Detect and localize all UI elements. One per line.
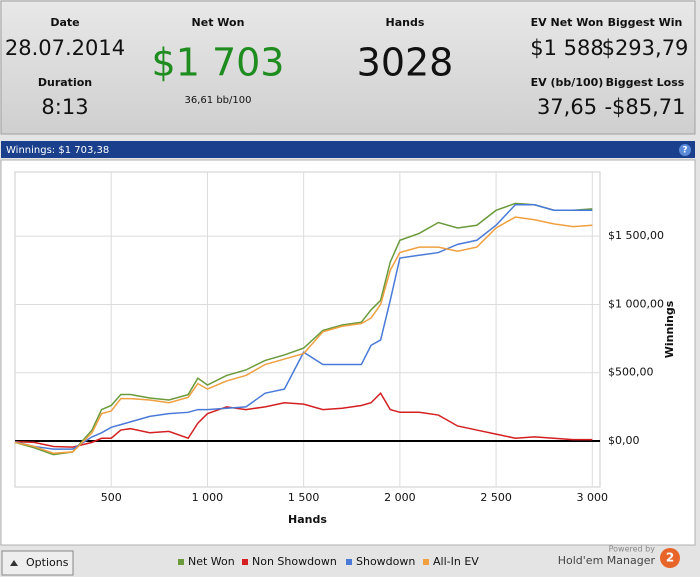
x-axis-label: Hands <box>288 513 327 526</box>
stat-sub: 36,61 bb/100 <box>185 95 252 106</box>
help-icon[interactable] <box>679 144 691 156</box>
y-tick-label: $500,00 <box>608 366 654 379</box>
stat-label: Biggest Loss <box>606 76 685 89</box>
x-tick-label: 2 000 <box>384 491 416 504</box>
stat-label: Biggest Win <box>608 16 683 29</box>
stat-value: 8:13 <box>41 95 88 119</box>
brand-badge-text: 2 <box>666 551 674 565</box>
y-tick-label: $1 000,00 <box>608 297 664 310</box>
legend-swatch <box>423 559 429 565</box>
plot: 500 1 000 1 500 2 000 2 500 3 000 $0,00 $500,00… <box>14 171 676 526</box>
brand: Hold'em Manager <box>558 554 656 567</box>
stat-label: Duration <box>38 76 92 89</box>
legend-swatch <box>242 559 248 565</box>
legend-label: Non Showdown <box>252 555 337 568</box>
stat-label: EV (bb/100) <box>531 76 604 89</box>
chart-title: Winnings: $1 703,38 <box>6 145 109 156</box>
options-label[interactable]: Options <box>26 556 69 569</box>
brand-badge <box>660 548 680 568</box>
series-line <box>14 204 593 450</box>
title-bar <box>1 141 695 158</box>
y-tick-label: $1 500,00 <box>608 229 664 242</box>
series-line <box>14 216 593 455</box>
legend-label: All-In EV <box>433 555 479 568</box>
stat-value: $1 703 <box>152 41 285 85</box>
stat-value: 28.07.2014 <box>5 36 125 60</box>
x-tick-label: 1 500 <box>288 491 320 504</box>
legend-swatch <box>178 559 184 565</box>
options-arrow[interactable] <box>10 560 18 566</box>
x-tick-label: 3 000 <box>577 491 609 504</box>
legend-swatch <box>346 559 352 565</box>
series-line <box>14 391 593 448</box>
x-tick-label: 2 500 <box>480 491 512 504</box>
stats-panel <box>0 0 696 135</box>
stat-label: Net Won <box>192 16 245 29</box>
legend-label: Showdown <box>356 555 415 568</box>
stat-value: $293,79 <box>602 36 689 60</box>
stat-value: $1 588 <box>530 36 603 60</box>
stat-value: 37,65 <box>537 95 597 119</box>
stat-value: -$85,71 <box>604 95 685 119</box>
y-tick-label: $0,00 <box>608 434 640 447</box>
stat-value: 3028 <box>357 41 454 85</box>
stat-label: Hands <box>386 16 425 29</box>
y-axis-label: Winnings <box>663 300 676 358</box>
powered-by: Powered by <box>609 545 656 554</box>
legend-label: Net Won <box>188 555 235 568</box>
stat-label: EV Net Won <box>531 16 604 29</box>
x-tick-label: 500 <box>101 491 122 504</box>
stat-label: Date <box>50 16 79 29</box>
help-text[interactable]: ? <box>682 146 687 156</box>
series-line <box>14 202 593 456</box>
x-tick-label: 1 000 <box>192 491 224 504</box>
